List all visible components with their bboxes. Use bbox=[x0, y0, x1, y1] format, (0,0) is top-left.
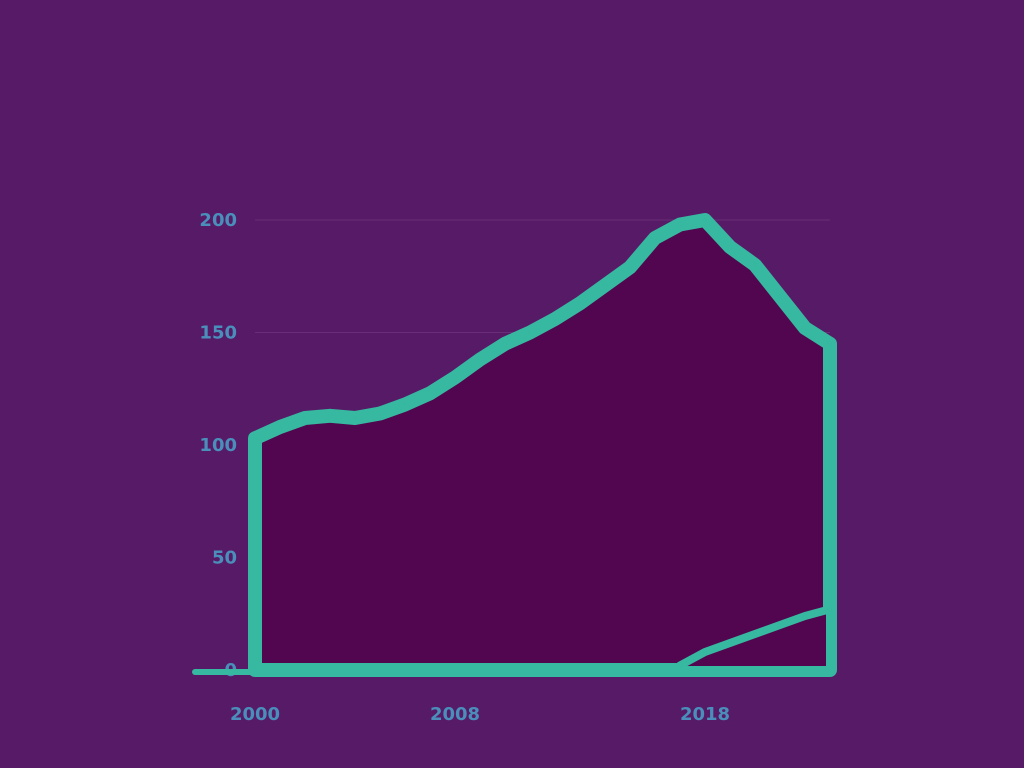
data-point bbox=[328, 413, 332, 418]
data-point bbox=[803, 326, 807, 330]
data-point bbox=[778, 294, 782, 299]
data-point bbox=[753, 263, 757, 267]
data-point bbox=[653, 236, 657, 240]
data-point bbox=[703, 218, 707, 222]
data-point bbox=[728, 245, 732, 249]
y-tick-label: 100 bbox=[199, 435, 237, 456]
data-point bbox=[728, 641, 732, 645]
data-point bbox=[303, 416, 307, 420]
data-point bbox=[778, 623, 782, 627]
area-series-secondary bbox=[676, 605, 834, 674]
y-tick-label: 200 bbox=[199, 210, 237, 231]
data-point bbox=[803, 614, 807, 618]
data-point bbox=[603, 283, 607, 288]
data-point bbox=[403, 402, 407, 407]
data-point bbox=[628, 265, 632, 270]
data-point bbox=[428, 391, 432, 396]
data-point bbox=[478, 357, 482, 362]
data-point bbox=[828, 607, 832, 612]
data-point bbox=[528, 330, 532, 335]
data-point bbox=[353, 416, 357, 420]
data-point bbox=[378, 411, 382, 416]
data-point bbox=[278, 425, 282, 429]
y-tick-label: 150 bbox=[199, 323, 237, 344]
data-point bbox=[553, 317, 557, 321]
data-point bbox=[828, 341, 832, 346]
data-point bbox=[453, 375, 457, 380]
axes: 050100150200200020082018 bbox=[192, 210, 833, 725]
area-series bbox=[248, 213, 837, 677]
x-tick-label: 2008 bbox=[430, 704, 480, 725]
data-point bbox=[753, 632, 757, 636]
y-tick-label: 50 bbox=[212, 548, 237, 569]
data-point bbox=[678, 663, 682, 668]
data-point bbox=[703, 650, 707, 654]
x-tick-label: 2000 bbox=[230, 704, 280, 725]
area-series-main bbox=[248, 213, 837, 677]
x-tick-label: 2018 bbox=[680, 704, 730, 725]
data-point bbox=[253, 436, 257, 441]
data-point bbox=[678, 222, 682, 227]
data-point bbox=[503, 341, 507, 346]
data-point bbox=[578, 301, 582, 306]
